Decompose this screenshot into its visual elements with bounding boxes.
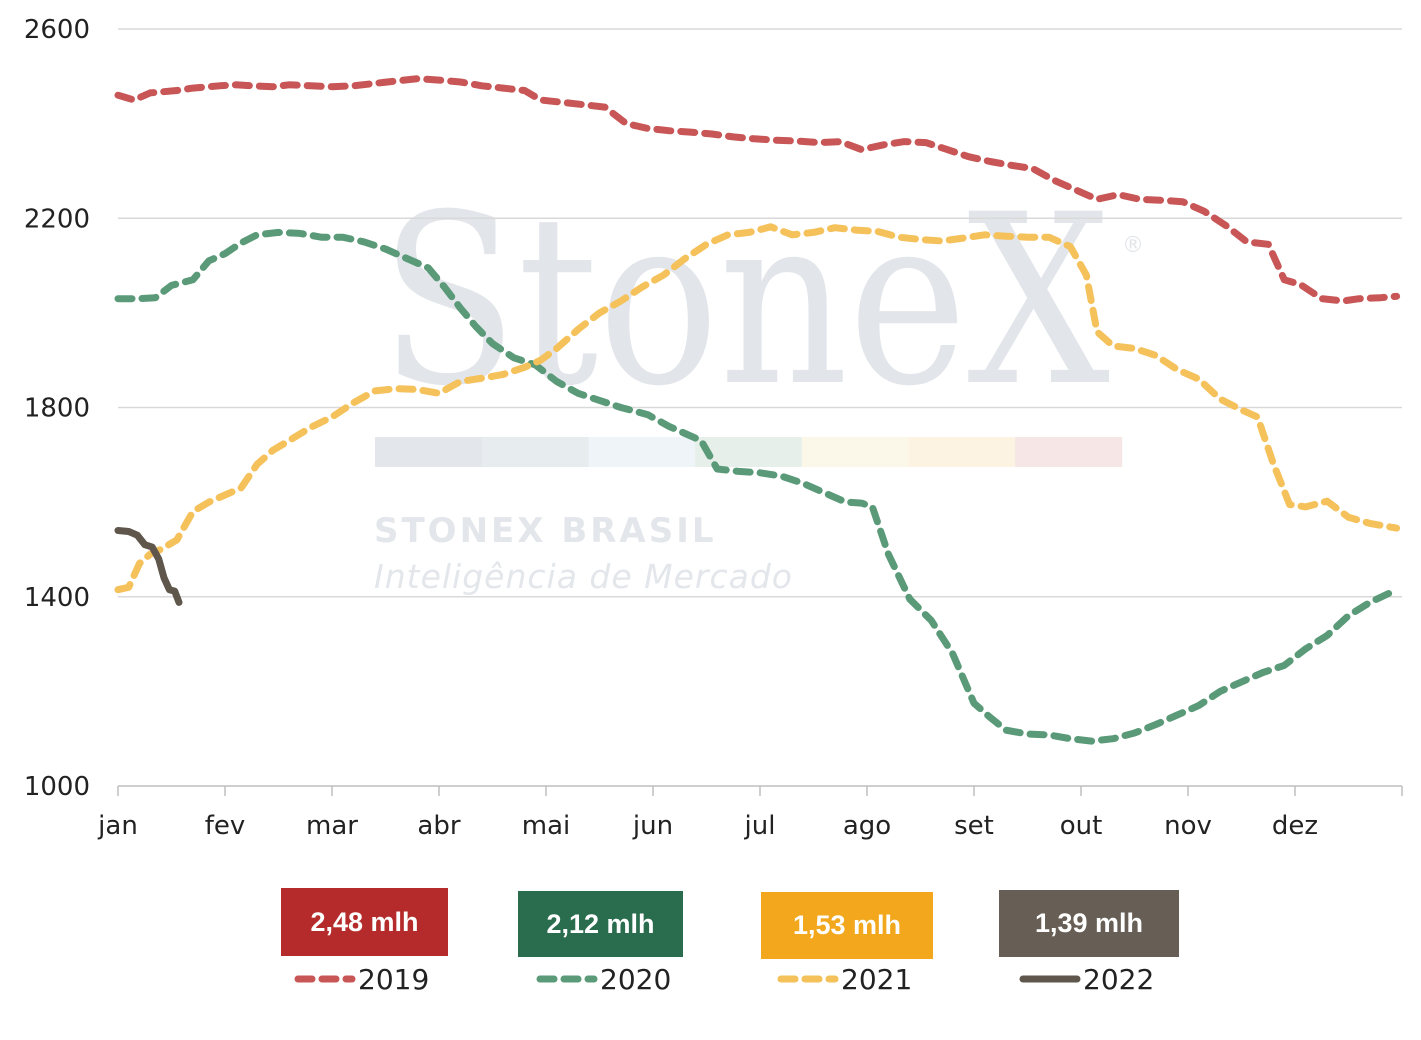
watermark-brand: StoneX [380,165,1110,438]
x-tick-label: dez [1272,811,1318,841]
legend-swatch-2020 [536,975,598,983]
legend-item-2019: 2019 [294,962,429,996]
watermark-stripe-segment [801,437,909,467]
x-axis: jan fev mar abr mai jun jul ago set out nov dez [97,785,1403,841]
legend-item-2021: 2021 [777,962,912,996]
series-line-2021 [114,223,1401,594]
watermark-stripe-segment [481,437,589,467]
value-badge-2020: 2,12 mlh [518,891,683,957]
x-tick-label: ago [843,811,891,841]
watermark-stripe-segment [588,437,696,467]
x-tick-label: jan [97,811,138,841]
x-tick-label: out [1060,811,1103,841]
legend-label: 2020 [600,962,672,996]
watermark-subtitle: STONEX BRASIL [374,511,717,551]
x-tick-label: set [954,811,994,841]
legend-item-2022: 2022 [1019,962,1154,996]
value-badge-2021: 1,53 mlh [761,892,933,959]
watermark-stripe-segment [908,437,1016,467]
legend-label: 2021 [841,962,913,996]
x-tick-label: abr [417,811,460,841]
y-tick-label: 1000 [24,772,90,802]
series-line-2022 [114,527,183,606]
legend-swatch-2019 [294,975,356,983]
x-tick-label: nov [1164,811,1212,841]
y-axis-tick-labels: 1000 1400 1800 2200 2600 [24,15,90,802]
y-tick-label: 1800 [24,394,90,424]
watermark: StoneX ® STONEX BRASIL Inteligência de M… [374,165,1144,596]
value-badge-2019: 2,48 mlh [281,888,448,956]
x-tick-label: jul [744,811,776,841]
watermark-stripe-segment [1015,437,1123,467]
watermark-registered-mark: ® [1122,233,1144,258]
x-tick-label: mai [522,811,570,841]
series-line-2019 [114,75,1401,305]
watermark-stripe-segment [375,437,482,467]
watermark-color-stripe [375,437,1123,467]
legend-label: 2022 [1083,962,1155,996]
x-tick-label: jun [632,811,673,841]
y-tick-label: 2600 [24,15,90,45]
legend-label: 2019 [358,962,430,996]
series-lines [114,75,1401,745]
watermark-tagline: Inteligência de Mercado [374,557,793,596]
legend-swatch-2021 [777,975,839,983]
x-tick-label: fev [205,811,246,841]
gridlines [118,28,1402,598]
value-badge-2022: 1,39 mlh [999,890,1179,957]
series-line-2020 [114,228,1401,745]
x-tick-label: mar [306,811,358,841]
legend-item-2020: 2020 [536,962,671,996]
y-tick-label: 2200 [24,204,90,234]
y-tick-label: 1400 [24,583,90,613]
legend-swatch-2022 [1019,975,1081,983]
